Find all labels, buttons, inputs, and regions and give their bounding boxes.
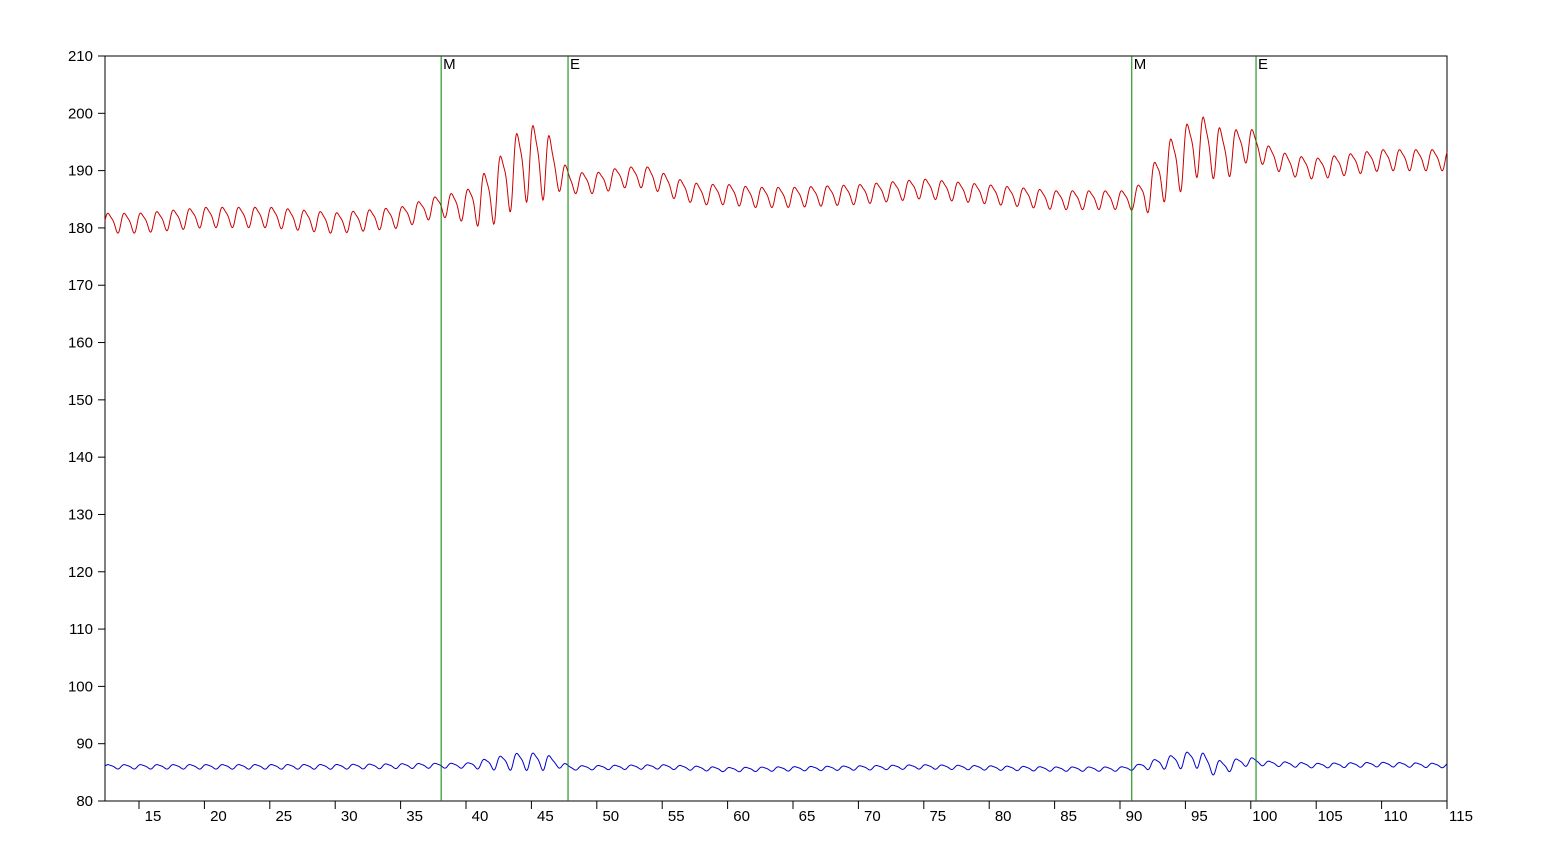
x-tick-label: 50 <box>602 808 619 825</box>
y-tick-label: 120 <box>68 564 93 581</box>
y-tick-label: 210 <box>68 48 93 65</box>
x-tick-label: 85 <box>1060 808 1077 825</box>
x-tick-label: 110 <box>1384 808 1408 825</box>
event-marker-label: E <box>1258 56 1268 73</box>
plot-frame <box>104 55 1448 802</box>
x-tick-label: 75 <box>929 808 946 825</box>
series-line-1 <box>104 116 1448 234</box>
y-tick-label: 140 <box>68 449 93 466</box>
x-tick-label: 45 <box>537 808 554 825</box>
x-tick-label: 25 <box>275 808 292 825</box>
y-tick-label: 80 <box>76 793 93 810</box>
event-marker-label: M <box>1134 56 1147 73</box>
y-tick-label: 180 <box>68 220 93 237</box>
x-tick-label: 55 <box>668 808 685 825</box>
event-marker-label: E <box>570 56 580 73</box>
y-tick-label: 90 <box>76 736 93 753</box>
x-tick-label: 95 <box>1191 808 1208 825</box>
x-tick-label: 90 <box>1126 808 1143 825</box>
y-tick-label: 190 <box>68 163 93 180</box>
x-axis: 15 20 25 30 35 40 45 50 55 60 65 70 75 80 85 90 95 100 105… <box>138 801 1473 825</box>
x-tick-label: 40 <box>472 808 489 825</box>
x-tick-label: 80 <box>995 808 1012 825</box>
x-tick-label: 30 <box>341 808 358 825</box>
x-tick-label: 100 <box>1252 808 1277 825</box>
x-tick-label: 70 <box>864 808 881 825</box>
y-tick-label: 160 <box>68 335 93 352</box>
y-tick-label: 100 <box>68 678 93 695</box>
y-tick-label: 150 <box>68 392 93 409</box>
x-tick-label: 35 <box>406 808 423 825</box>
x-tick-label: 20 <box>210 808 227 825</box>
series-layer <box>104 116 1448 776</box>
y-tick-label: 170 <box>68 277 93 294</box>
y-tick-label: 110 <box>69 621 93 638</box>
event-marker-label: M <box>443 56 456 73</box>
x-tick-label: 105 <box>1318 808 1343 825</box>
series-line-2 <box>104 751 1448 776</box>
x-tick-label: 65 <box>799 808 816 825</box>
x-tick-label: 60 <box>733 808 750 825</box>
y-axis: 80 90 100 110 120 130 140 150 160 170 180 190 200 210 <box>68 48 105 810</box>
y-tick-label: 200 <box>68 105 93 122</box>
x-tick-label: 115 <box>1449 808 1473 825</box>
y-tick-label: 130 <box>68 506 93 523</box>
x-tick-label: 15 <box>145 808 162 825</box>
